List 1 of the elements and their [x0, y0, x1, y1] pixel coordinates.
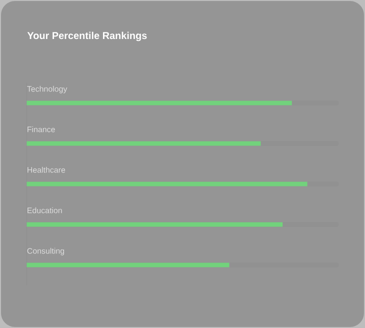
chart-title: Your Percentile Rankings [27, 32, 147, 42]
